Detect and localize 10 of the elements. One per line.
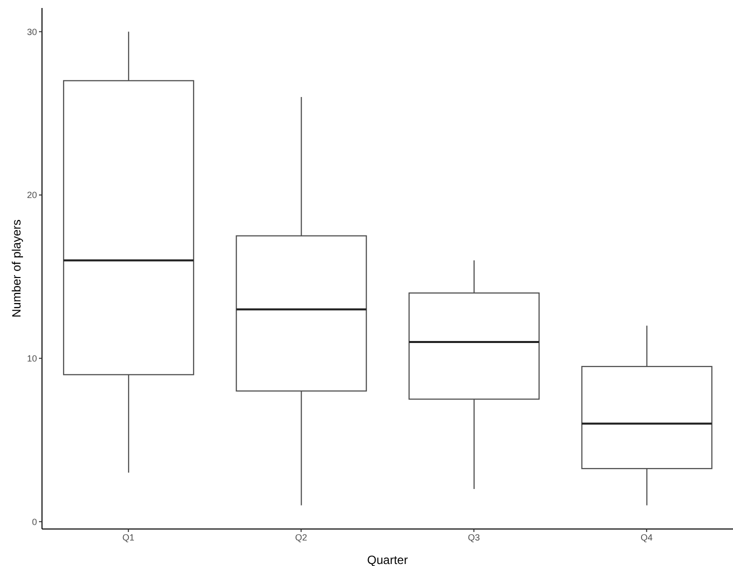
y-axis-title: Number of players	[9, 219, 24, 318]
x-tick-label: Q3	[468, 532, 480, 542]
y-tick-label: 20	[26, 190, 37, 200]
y-tick-label: 10	[26, 354, 37, 364]
x-tick-label: Q2	[295, 532, 308, 542]
y-tick-label: 30	[26, 26, 37, 37]
x-tick-label: Q1	[122, 532, 134, 542]
y-tick-label: 0	[32, 516, 37, 527]
x-tick-label: Q4	[640, 532, 653, 542]
x-axis-title: Quarter	[367, 553, 408, 566]
